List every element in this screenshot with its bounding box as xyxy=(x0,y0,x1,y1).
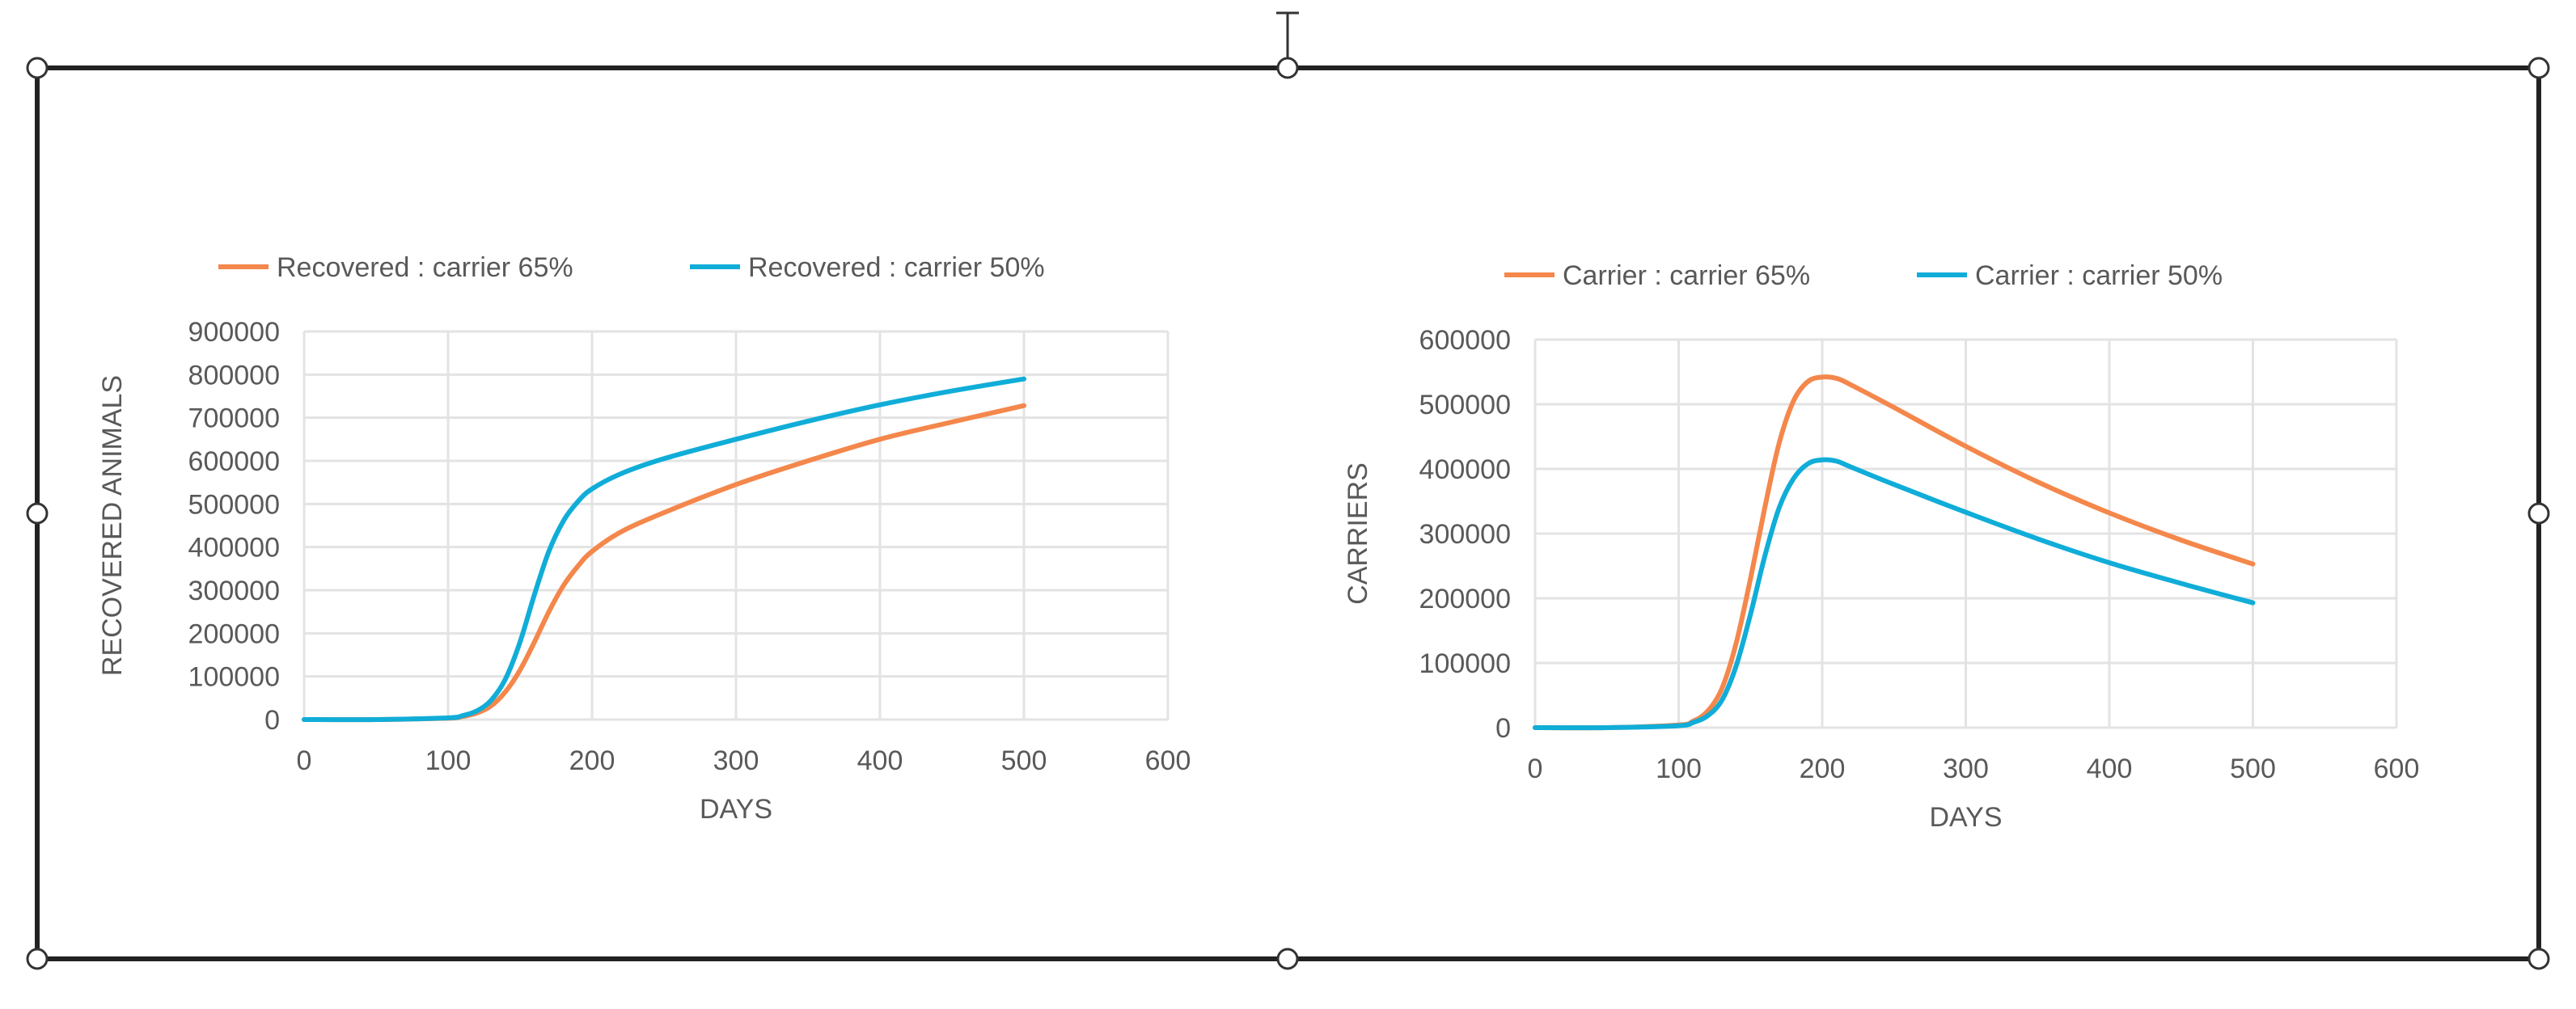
legend-item: Carrier : carrier 50% xyxy=(1917,260,2223,291)
legend: Recovered : carrier 65% Recovered : carri… xyxy=(218,252,1045,283)
x-tick-label: 100 xyxy=(425,745,472,776)
legend-item: Carrier : carrier 65% xyxy=(1504,260,1810,291)
y-tick-label: 100000 xyxy=(1419,648,1511,679)
y-tick-label: 0 xyxy=(1495,713,1511,744)
y-tick-label: 0 xyxy=(264,705,280,736)
y-tick-label: 200000 xyxy=(188,618,280,649)
legend-item: Recovered : carrier 65% xyxy=(218,252,573,283)
x-axis-title: DAYS xyxy=(1929,802,2002,833)
y-tick-label: 500000 xyxy=(1419,390,1511,420)
y-tick-labels: 0 100000 200000 300000 400000 500000 600000 700… xyxy=(188,317,280,736)
x-tick-label: 100 xyxy=(1656,754,1702,784)
legend-label: Recovered : carrier 50% xyxy=(748,252,1045,283)
x-tick-label: 600 xyxy=(1145,745,1191,776)
x-tick-label: 200 xyxy=(569,745,615,776)
x-tick-label: 0 xyxy=(1528,754,1543,784)
carriers-chart: 0 100000 200000 300000 400000 500000 600000 0 10… xyxy=(1343,260,2419,833)
y-axis-title: RECOVERED ANIMALS xyxy=(97,375,128,676)
y-tick-label: 300000 xyxy=(1419,519,1511,550)
resize-handles[interactable] xyxy=(26,57,2550,970)
x-tick-label: 400 xyxy=(857,745,903,776)
x-tick-label: 400 xyxy=(2087,754,2133,784)
y-tick-label: 400000 xyxy=(1419,454,1511,485)
chart-border xyxy=(35,65,2541,961)
y-tick-label: 200000 xyxy=(1419,584,1511,614)
selection-frame[interactable] xyxy=(35,11,2541,961)
series-line-2 xyxy=(1533,457,2256,731)
y-tick-label: 400000 xyxy=(188,533,280,564)
y-tick-label: 500000 xyxy=(188,489,280,520)
x-tick-label: 500 xyxy=(1001,745,1047,776)
legend-item: Recovered : carrier 50% xyxy=(690,252,1045,283)
x-tick-label: 200 xyxy=(1800,754,1846,784)
x-tick-label: 500 xyxy=(2230,754,2276,784)
y-tick-label: 700000 xyxy=(188,403,280,434)
x-tick-label: 300 xyxy=(1943,754,1989,784)
x-tick-labels: 0 100 200 300 400 500 600 xyxy=(1528,754,2420,784)
series-line-1 xyxy=(1533,374,2256,731)
gridlines xyxy=(1533,338,2398,729)
resize-handle-bottom[interactable] xyxy=(1276,948,1299,970)
series-line-2 xyxy=(302,376,1026,723)
resize-handle-left[interactable] xyxy=(26,502,49,525)
series-line-1 xyxy=(302,403,1026,723)
legend-label: Recovered : carrier 65% xyxy=(277,252,573,283)
resize-handle-top-right[interactable] xyxy=(2527,57,2550,79)
resize-handle-right[interactable] xyxy=(2527,502,2550,525)
resize-handle-bottom-left[interactable] xyxy=(26,948,49,970)
x-tick-label: 0 xyxy=(297,745,312,776)
y-axis-title: CARRIERS xyxy=(1343,462,1373,605)
resize-handle-bottom-right[interactable] xyxy=(2527,948,2550,970)
y-tick-label: 300000 xyxy=(188,576,280,606)
x-tick-label: 600 xyxy=(2374,754,2420,784)
y-tick-label: 800000 xyxy=(188,360,280,391)
y-tick-label: 100000 xyxy=(188,662,280,693)
series-lines xyxy=(1533,374,2256,731)
recovered-animals-chart: 0 100000 200000 300000 400000 500000 600000 700… xyxy=(97,252,1191,825)
y-tick-label: 600000 xyxy=(188,446,280,477)
legend: Carrier : carrier 65% Carrier : carrier 5… xyxy=(1504,260,2223,291)
legend-label: Carrier : carrier 50% xyxy=(1975,260,2223,291)
y-tick-label: 900000 xyxy=(188,317,280,348)
y-tick-labels: 0 100000 200000 300000 400000 500000 600000 xyxy=(1419,325,1511,744)
y-tick-label: 600000 xyxy=(1419,325,1511,356)
resize-handle-top-left[interactable] xyxy=(26,57,49,79)
legend-label: Carrier : carrier 65% xyxy=(1563,260,1810,291)
x-tick-label: 300 xyxy=(713,745,759,776)
x-tick-labels: 0 100 200 300 400 500 600 xyxy=(297,745,1191,776)
resize-handle-top[interactable] xyxy=(1276,57,1299,79)
gridlines xyxy=(302,330,1170,721)
x-axis-title: DAYS xyxy=(700,794,772,825)
series-lines xyxy=(302,376,1026,723)
